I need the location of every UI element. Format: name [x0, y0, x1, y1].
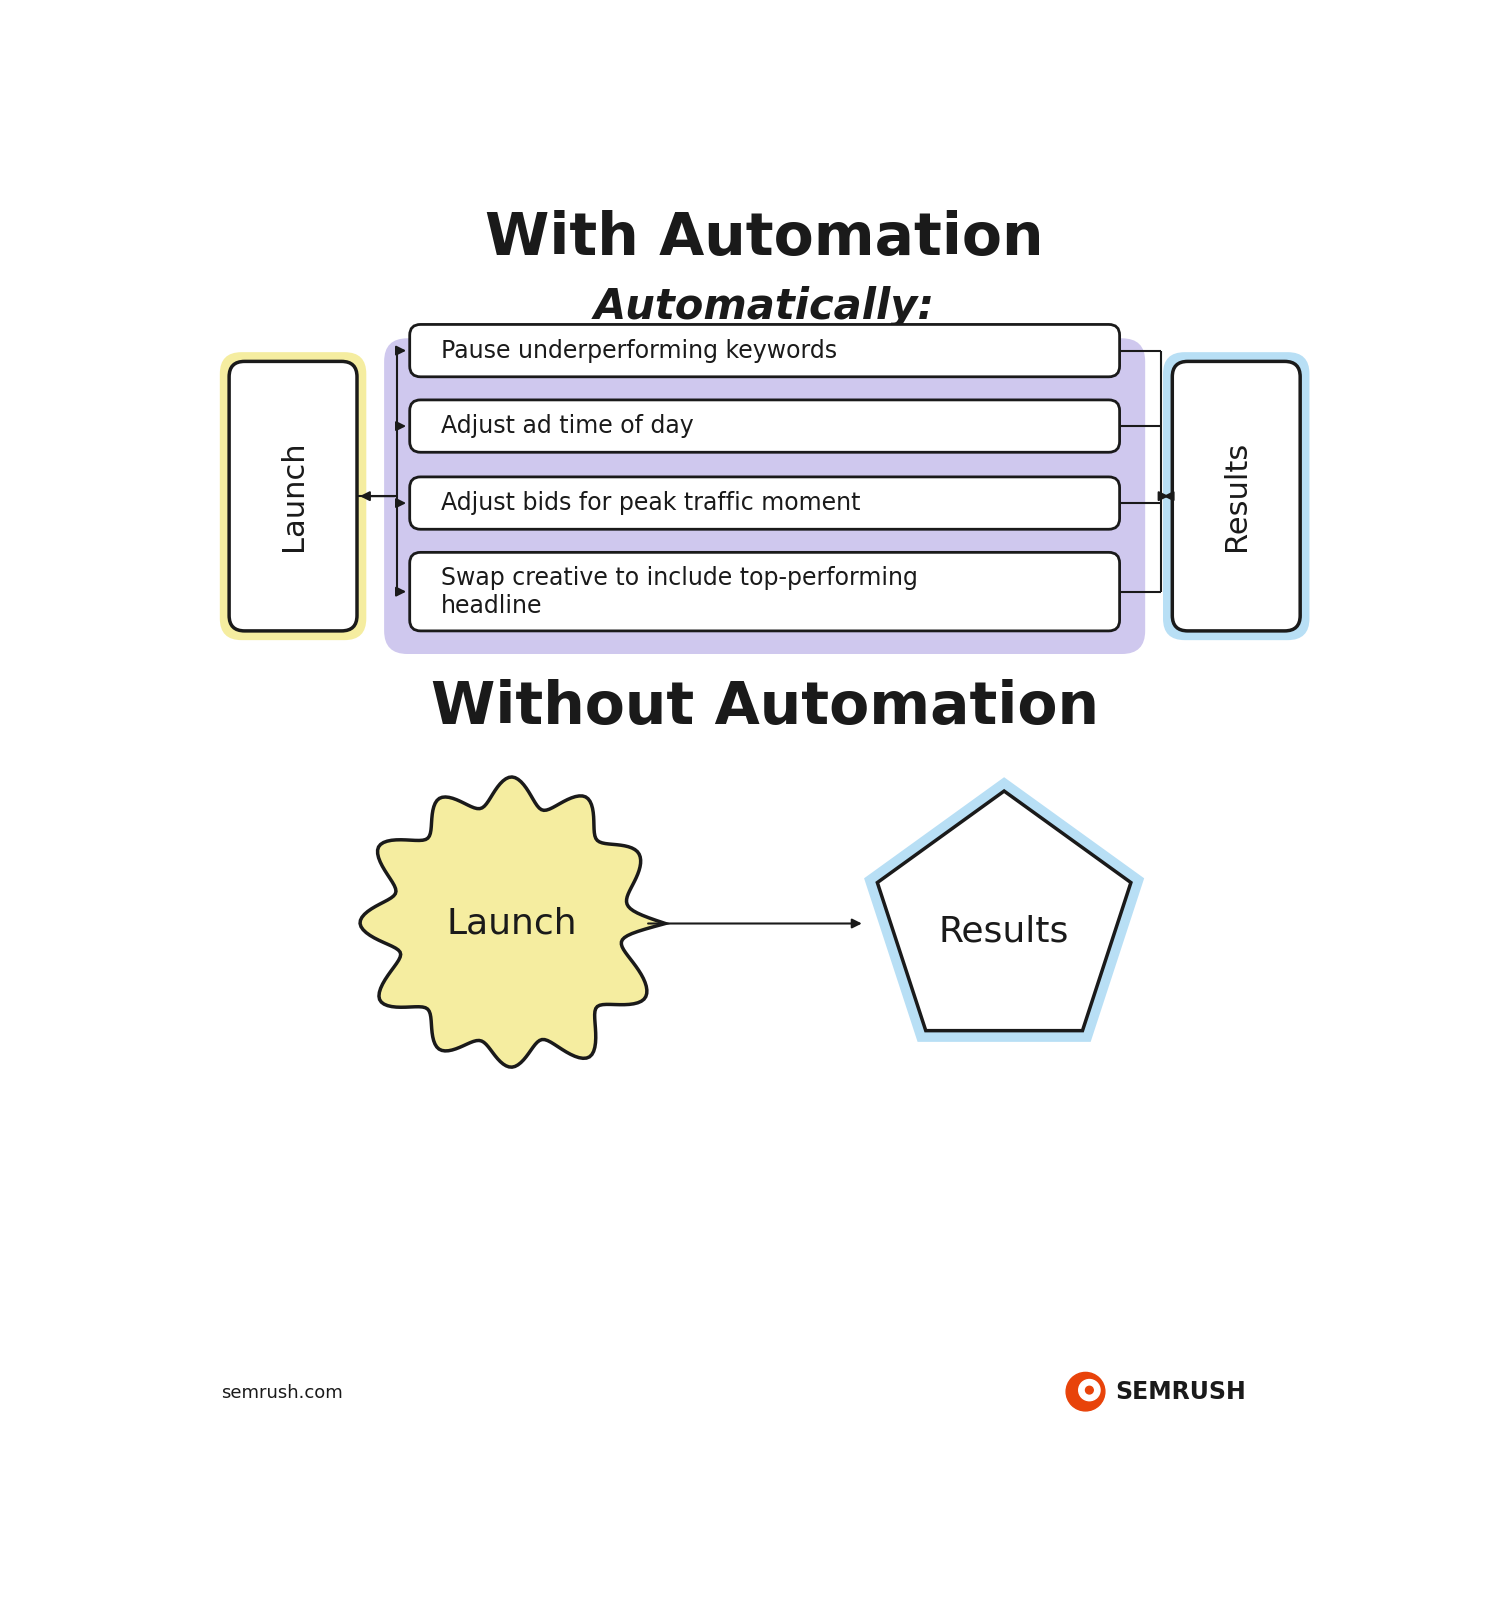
FancyBboxPatch shape [410, 477, 1119, 530]
Circle shape [1079, 1379, 1100, 1400]
FancyBboxPatch shape [230, 362, 357, 630]
Text: Swap creative to include top-performing
headline: Swap creative to include top-performing … [440, 566, 918, 618]
Text: semrush.com: semrush.com [221, 1384, 343, 1403]
FancyBboxPatch shape [219, 352, 367, 640]
Text: Without Automation: Without Automation [431, 680, 1098, 736]
FancyBboxPatch shape [410, 400, 1119, 453]
Text: Automatically:: Automatically: [594, 286, 935, 328]
Text: Adjust ad time of day: Adjust ad time of day [440, 414, 694, 438]
Text: With Automation: With Automation [485, 210, 1044, 267]
Polygon shape [877, 790, 1131, 1030]
Text: Results: Results [1222, 442, 1250, 552]
FancyBboxPatch shape [1162, 352, 1310, 640]
Circle shape [1067, 1373, 1106, 1411]
FancyBboxPatch shape [410, 325, 1119, 376]
FancyBboxPatch shape [383, 338, 1146, 654]
Text: SEMRUSH: SEMRUSH [1115, 1379, 1246, 1403]
Text: Adjust bids for peak traffic moment: Adjust bids for peak traffic moment [440, 491, 861, 515]
FancyBboxPatch shape [410, 552, 1119, 630]
Circle shape [1086, 1386, 1094, 1394]
Text: Launch: Launch [279, 442, 307, 552]
FancyBboxPatch shape [1173, 362, 1300, 630]
Polygon shape [864, 778, 1144, 1042]
Text: Results: Results [938, 914, 1070, 949]
Text: Pause underperforming keywords: Pause underperforming keywords [440, 339, 837, 363]
Text: Launch: Launch [446, 907, 577, 941]
Polygon shape [360, 778, 665, 1067]
